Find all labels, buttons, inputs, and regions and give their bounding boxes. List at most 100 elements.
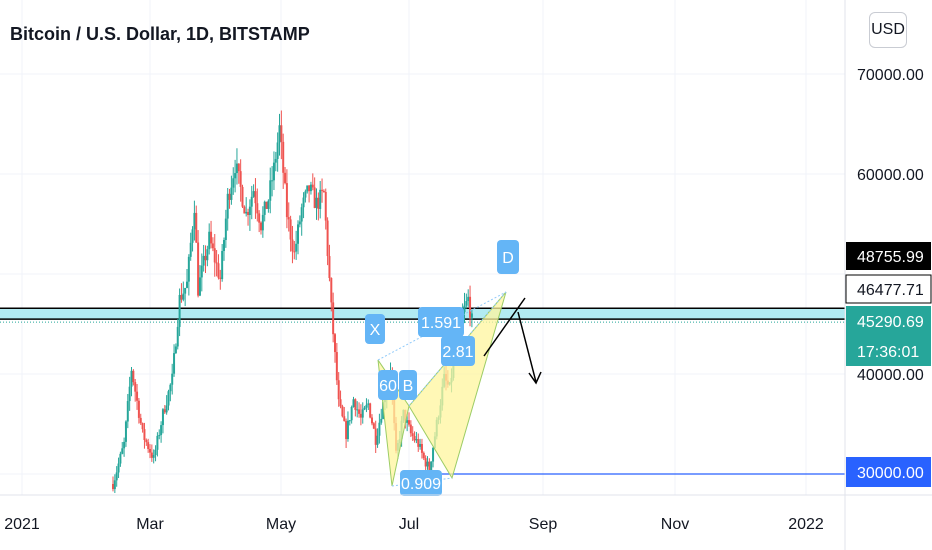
candle-body (465, 301, 468, 306)
candle-body (191, 229, 194, 243)
price-tag-46477-bg (845, 274, 932, 304)
candle-body (186, 281, 188, 288)
candle-body (182, 293, 185, 300)
candle-body (173, 353, 176, 374)
candle-body (221, 250, 224, 280)
candle-body (430, 461, 433, 471)
candle-body (241, 186, 244, 207)
candle-body (132, 370, 135, 383)
candle-body (141, 423, 144, 430)
price-tags: 48755.99 46477.71 45290.69 17:36:01 30000.00 (845, 242, 932, 487)
candle-body (291, 239, 294, 252)
candle-body (260, 222, 262, 231)
candle-body (113, 480, 116, 490)
candle-body (134, 382, 137, 392)
candle-body (406, 420, 409, 423)
trend-line (483, 297, 526, 357)
pattern-label-ratio-60-bg (378, 370, 398, 400)
candle-body (213, 248, 216, 263)
candle-body (224, 218, 227, 240)
y-tick-label: 70000.00 (857, 67, 924, 84)
candle-body (380, 418, 383, 423)
price-tag-countdown: 17:36:01 (857, 344, 919, 361)
candle-body (339, 399, 342, 407)
candle-body (217, 263, 220, 278)
candle-body (169, 384, 172, 392)
candle-body (193, 212, 196, 230)
candle-body (293, 251, 296, 253)
price-tag-30000-bg (846, 457, 931, 487)
candle-body (365, 404, 368, 408)
candle-body (276, 142, 279, 159)
pattern-label-ratio-1591: 1.591 (421, 315, 461, 332)
candle-body (359, 413, 362, 418)
candle-body (197, 242, 200, 296)
candle-body (226, 193, 229, 219)
candle-body (426, 461, 429, 467)
candle-body (432, 447, 435, 462)
candle-body (137, 400, 140, 418)
candle-body (408, 420, 410, 425)
candle-body (219, 277, 222, 280)
candle-body (300, 207, 303, 222)
candle-body (147, 442, 150, 449)
candle-body (361, 409, 364, 418)
candle-body (228, 193, 231, 200)
candle-body (317, 197, 320, 209)
candle-body (346, 420, 349, 440)
pattern-label-ratio-60: 60 (379, 378, 397, 395)
candle-body (332, 302, 335, 335)
candle-body (352, 399, 355, 407)
candle-body (198, 277, 201, 296)
pattern-label-d-bg (497, 240, 519, 274)
candle-body (261, 214, 264, 231)
candle-body (328, 256, 331, 279)
candle-body (309, 184, 312, 192)
pattern-label-b-bg (399, 370, 417, 400)
candle-body (271, 180, 274, 182)
candle-body (374, 428, 377, 445)
candle-body (245, 211, 248, 214)
candle-body (115, 472, 118, 481)
candle-body (428, 461, 431, 471)
candle-body (409, 424, 412, 434)
candle-body (139, 417, 142, 424)
candle-body (326, 220, 329, 257)
candle-body (413, 436, 416, 441)
candle-body (321, 189, 324, 191)
candle-body (204, 255, 207, 261)
candle-body (136, 391, 139, 401)
candle-body (189, 242, 192, 257)
candle-body (239, 171, 242, 187)
candle-body (202, 255, 205, 266)
pattern-label-b: B (403, 378, 414, 395)
candle-body (126, 401, 129, 422)
candle-body (322, 190, 325, 193)
candle-body (371, 417, 373, 424)
x-tick-label: 2022 (788, 516, 824, 533)
candle-body (284, 172, 287, 184)
candle-body (143, 429, 146, 440)
candle-body (174, 346, 177, 354)
candle-body (150, 452, 153, 458)
candle-body (206, 249, 209, 261)
candle-body (269, 180, 272, 201)
candle-body (356, 409, 359, 411)
candle-body (420, 444, 423, 453)
candle-body (350, 406, 353, 421)
candle-body (154, 449, 157, 455)
candle-body (298, 221, 301, 225)
candle-body (335, 352, 338, 381)
pattern-label-ratio-1591-bg (418, 307, 464, 337)
candle-body (167, 391, 170, 406)
candle-body (302, 197, 305, 208)
currency-button[interactable]: USD (869, 12, 907, 48)
candle-body (123, 441, 126, 449)
y-tick-label: 40000.00 (857, 367, 924, 384)
candle-body (156, 435, 159, 450)
pattern-label-ratio-281-bg (441, 336, 475, 366)
price-tag-last: 45290.69 (857, 314, 924, 331)
candle-body (248, 206, 251, 216)
candle-body (230, 187, 233, 200)
